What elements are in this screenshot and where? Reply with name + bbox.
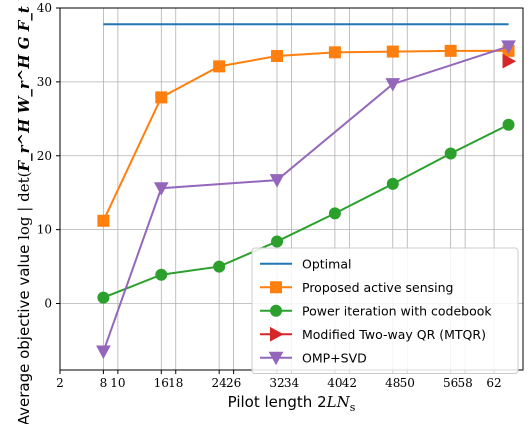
x-tick-label: 8 — [100, 376, 108, 390]
square-marker — [270, 281, 282, 294]
x-tick-label: 26 — [226, 376, 241, 390]
x-tick-label: 58 — [457, 376, 472, 390]
x-tick-label: 2 — [56, 376, 64, 390]
legend-item: Optimal — [260, 256, 351, 271]
series-modified-two-way-qr-mtqr — [502, 53, 517, 69]
legend: Optimal Proposed active sensing Power iter… — [251, 247, 519, 374]
legend-item: OMP+SVD — [260, 350, 367, 366]
square-marker — [213, 60, 226, 73]
circle-marker — [444, 147, 457, 160]
triangle-down-marker — [385, 78, 401, 92]
series-line — [103, 123, 509, 299]
series-layer — [96, 23, 517, 360]
square-marker — [328, 46, 341, 59]
x-tick-label: 32 — [269, 376, 284, 390]
square-marker — [386, 45, 399, 58]
x-tick-label: 50 — [400, 376, 415, 390]
triangle-down-marker — [501, 40, 516, 54]
legend-item: Proposed active sensing — [260, 280, 453, 295]
legend-label: Optimal — [302, 256, 351, 271]
x-tick-label: 34 — [284, 376, 300, 390]
circle-marker — [271, 235, 284, 248]
y-tick-label: 0 — [44, 297, 52, 311]
x-tick-label: 16 — [154, 376, 169, 390]
circle-marker — [386, 177, 399, 190]
circle-marker — [270, 304, 282, 317]
triangle-right-marker — [502, 53, 517, 69]
circle-marker — [155, 268, 168, 281]
x-tick-label: 42 — [342, 376, 357, 390]
y-tick-label: 30 — [37, 75, 52, 89]
y-tick-label: 40 — [37, 1, 52, 15]
y-tick-label: 20 — [37, 149, 52, 163]
legend-label: Power iteration with codebook — [302, 303, 492, 318]
triangle-down-marker — [269, 174, 285, 188]
series-omp-svd — [96, 40, 516, 360]
square-marker — [444, 44, 457, 57]
x-tick-label: 48 — [385, 376, 400, 390]
legend-item: Modified Two-way QR (MTQR) — [260, 327, 486, 342]
x-axis-label: Pilot length 2LNs — [228, 393, 356, 414]
axes: 2 8 10 16 18 24 26 32 34 40 42 48 50 56 58 62010203040P… — [15, 0, 524, 424]
series-proposed-active-sensing — [97, 44, 515, 227]
x-tick-label: 24 — [212, 376, 228, 390]
triangle-right-marker — [270, 326, 284, 342]
square-marker — [155, 91, 168, 104]
x-tick-label: 10 — [110, 376, 125, 390]
triangle-down-marker — [96, 345, 111, 360]
x-tick-label: 62 — [486, 376, 501, 390]
series-power-iteration-with-codebook — [97, 118, 515, 304]
square-marker — [97, 214, 110, 227]
x-tick-label: 56 — [443, 376, 458, 390]
series-line — [102, 49, 509, 222]
y-axis-label: Average objective value log | det(F_r^H … — [15, 0, 33, 424]
x-tick-label: 40 — [327, 376, 342, 390]
y-tick-label: 10 — [37, 223, 52, 237]
triangle-down-marker — [153, 182, 169, 196]
legend-item: Power iteration with codebook — [260, 303, 492, 318]
x-tick-label: 18 — [168, 376, 183, 390]
circle-marker — [502, 118, 515, 131]
square-marker — [271, 50, 284, 63]
circle-marker — [213, 260, 226, 273]
triangle-down-marker — [268, 351, 284, 366]
circle-marker — [328, 207, 341, 220]
legend-label: Modified Two-way QR (MTQR) — [302, 327, 486, 342]
legend-label: OMP+SVD — [302, 350, 367, 365]
legend-label: Proposed active sensing — [302, 280, 453, 295]
circle-marker — [97, 291, 110, 304]
legend-box — [251, 247, 519, 374]
